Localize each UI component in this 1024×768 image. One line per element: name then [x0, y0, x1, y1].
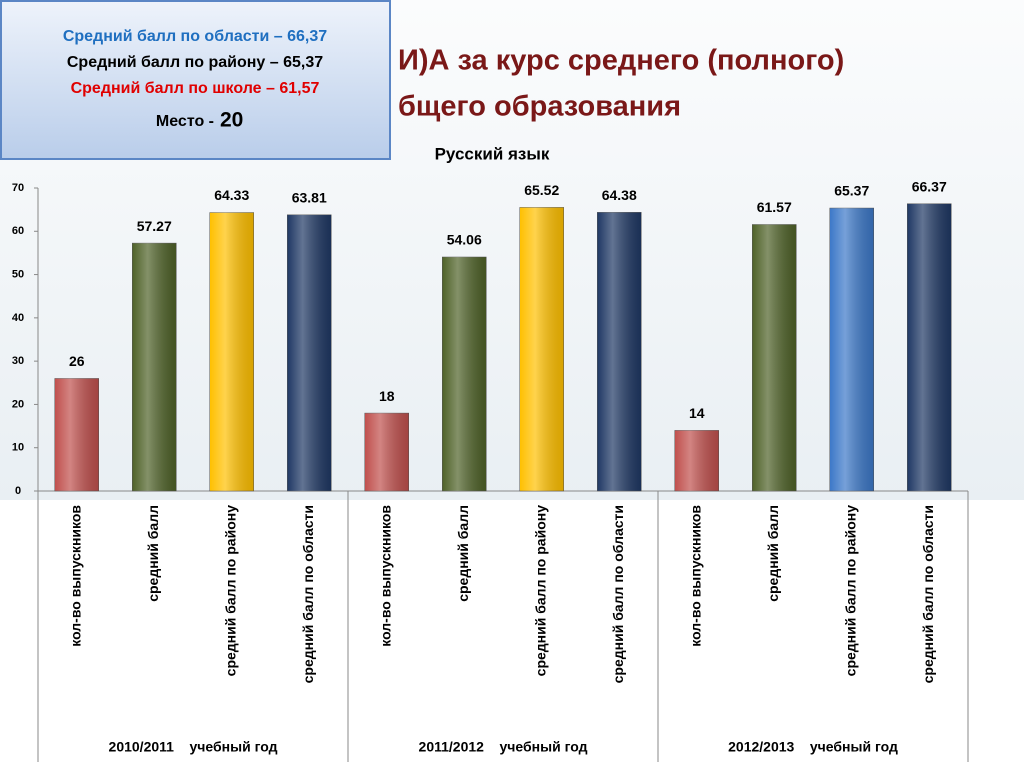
bar-shine — [209, 212, 254, 491]
subtitle: Русский язык — [435, 144, 550, 163]
bar-shine — [287, 214, 332, 491]
y-tick-label: 30 — [12, 355, 24, 367]
x-tick-label: средний балл по району — [222, 505, 238, 677]
x-tick-label: средний балл по области — [920, 505, 936, 683]
bar-shine — [907, 203, 952, 491]
value-label: 61.57 — [757, 199, 792, 215]
bar-shine — [829, 208, 874, 491]
bar-shine — [364, 413, 409, 491]
value-label: 57.27 — [137, 218, 172, 234]
info-box — [0, 0, 391, 160]
x-tick-label: средний балл по области — [610, 505, 626, 683]
bar-shine — [597, 212, 642, 491]
y-tick-label: 10 — [12, 442, 24, 454]
value-label: 66.37 — [912, 178, 947, 194]
info-line: Средний балл по области – 66,37 — [63, 28, 327, 45]
bar-shine — [674, 430, 719, 491]
x-tick-label: кол-во выпускников — [377, 505, 393, 647]
info-line: Средний балл по школе – 61,57 — [71, 80, 320, 97]
value-label: 63.81 — [292, 189, 327, 205]
x-tick-label: кол-во выпускников — [67, 505, 83, 647]
info-line: Средний балл по району – 65,37 — [67, 54, 323, 71]
x-tick-label: средний балл — [145, 505, 161, 602]
value-label: 18 — [379, 388, 395, 404]
y-tick-label: 50 — [12, 268, 24, 280]
y-tick-label: 60 — [12, 225, 24, 237]
group-label: 2011/2012 учебный год — [419, 739, 588, 755]
x-tick-label: средний балл — [455, 505, 471, 602]
y-tick-label: 0 — [15, 485, 21, 497]
plot: 0 10 20 30 40 50 60 70 2010/2011 учебный год 2011… — [12, 178, 969, 762]
bar-shine — [442, 256, 487, 491]
y-tick-label: 40 — [12, 312, 24, 324]
title-line: бщего образования — [398, 91, 681, 123]
value-label: 65.37 — [834, 183, 869, 199]
group-label: 2010/2011 учебный год — [109, 739, 278, 755]
bar-shine — [519, 207, 564, 491]
x-tick-label: средний балл по району — [532, 505, 548, 677]
y-tick-label: 20 — [12, 398, 24, 410]
bar-shine — [132, 243, 177, 491]
bar-shine — [54, 378, 99, 491]
y-tick-label: 70 — [12, 182, 24, 194]
x-tick-label: средний балл по району — [842, 505, 858, 677]
value-label: 64.38 — [602, 187, 637, 203]
value-label: 65.52 — [524, 182, 559, 198]
value-label: 64.33 — [214, 187, 249, 203]
place-label: Место - — [156, 113, 214, 130]
title-line: И)А за курс среднего (полного) — [398, 45, 844, 77]
bar-shine — [752, 224, 797, 491]
value-label: 54.06 — [447, 232, 482, 248]
x-tick-label: средний балл — [765, 505, 781, 602]
value-label: 26 — [69, 353, 85, 369]
x-tick-label: кол-во выпускников — [687, 505, 703, 647]
x-tick-label: средний балл по области — [300, 505, 316, 683]
place-value: 20 — [220, 109, 243, 132]
group-label: 2012/2013 учебный год — [728, 739, 898, 755]
value-label: 14 — [689, 405, 705, 421]
